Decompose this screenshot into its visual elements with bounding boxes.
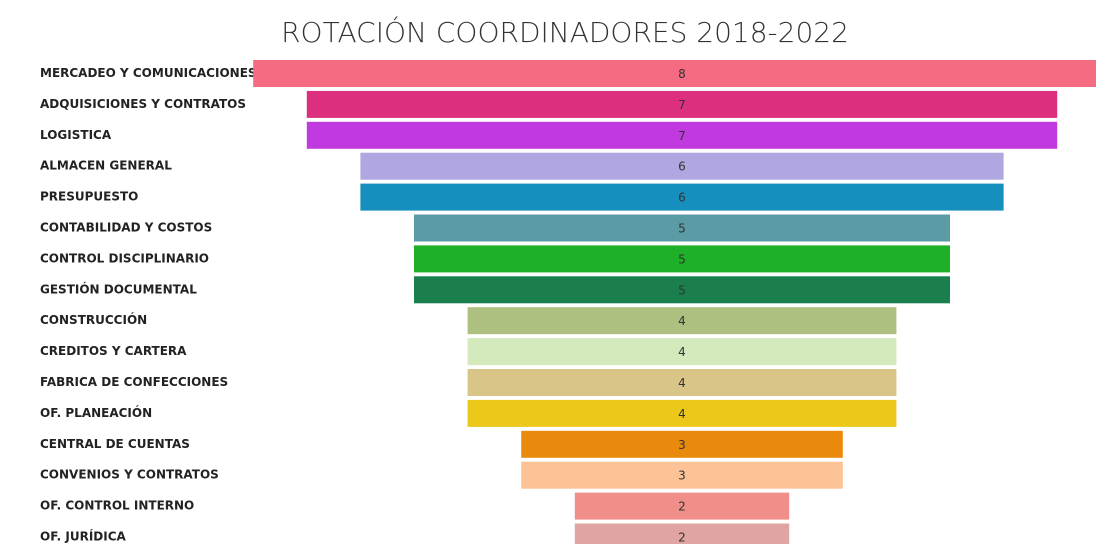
category-label: ALMACEN GENERAL bbox=[40, 159, 172, 173]
value-label: 4 bbox=[678, 345, 686, 359]
value-label: 3 bbox=[678, 469, 686, 483]
value-label: 7 bbox=[678, 129, 686, 143]
category-label: CONTABILIDAD Y COSTOS bbox=[40, 221, 212, 235]
funnel-bar bbox=[467, 307, 897, 335]
funnel-bar bbox=[467, 338, 897, 366]
category-label: CENTRAL DE CUENTAS bbox=[40, 437, 190, 451]
funnel-bar bbox=[521, 461, 843, 489]
funnel-bar bbox=[467, 399, 897, 427]
category-label: MERCADEO Y COMUNICACIONES bbox=[40, 66, 257, 80]
category-label: CONTROL DISCIPLINARIO bbox=[40, 251, 209, 265]
category-label: CONVENIOS Y CONTRATOS bbox=[40, 468, 219, 482]
funnel-bar bbox=[306, 121, 1058, 149]
funnel-bar bbox=[414, 214, 950, 242]
value-label: 7 bbox=[678, 98, 686, 112]
value-label: 2 bbox=[678, 500, 686, 514]
funnel-bar bbox=[253, 60, 1096, 87]
value-label: 2 bbox=[678, 531, 686, 544]
funnel-bar bbox=[521, 430, 843, 458]
category-label: OF. PLANEACIÓN bbox=[40, 405, 152, 420]
category-label: PRESUPUESTO bbox=[40, 190, 138, 204]
funnel-bar bbox=[360, 183, 1004, 211]
category-label: GESTIÓN DOCUMENTAL bbox=[40, 281, 197, 296]
funnel-bar bbox=[306, 90, 1058, 118]
funnel-bar bbox=[414, 245, 950, 273]
value-label: 5 bbox=[678, 283, 686, 297]
category-label: CONSTRUCCIÓN bbox=[40, 312, 147, 327]
category-label: LOGISTICA bbox=[40, 128, 112, 142]
value-label: 4 bbox=[678, 407, 686, 421]
value-label: 5 bbox=[678, 222, 686, 236]
category-label: OF. CONTROL INTERNO bbox=[40, 499, 194, 513]
category-label: CREDITOS Y CARTERA bbox=[40, 344, 187, 358]
value-label: 8 bbox=[678, 67, 686, 81]
value-label: 4 bbox=[678, 376, 686, 390]
value-label: 6 bbox=[678, 191, 686, 205]
value-label: 4 bbox=[678, 314, 686, 328]
value-label: 5 bbox=[678, 252, 686, 266]
category-label: FABRICA DE CONFECCIONES bbox=[40, 375, 228, 389]
category-label: OF. JURÍDICA bbox=[40, 529, 127, 544]
funnel-bar bbox=[360, 152, 1004, 180]
funnel-bar bbox=[414, 276, 950, 304]
funnel-bar bbox=[574, 492, 790, 520]
value-label: 6 bbox=[678, 160, 686, 174]
value-label: 3 bbox=[678, 438, 686, 452]
funnel-bar bbox=[574, 523, 790, 544]
category-label: ADQUISICIONES Y CONTRATOS bbox=[40, 97, 246, 111]
chart-title: ROTACIÓN COORDINADORES 2018-2022 bbox=[281, 15, 849, 49]
funnel-bar bbox=[467, 369, 897, 396]
